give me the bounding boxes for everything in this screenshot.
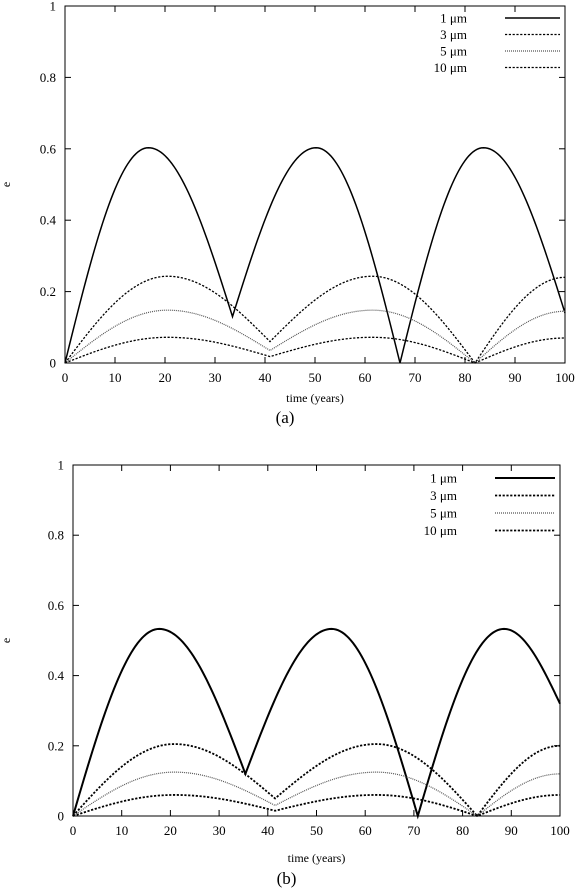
x-axis-label: time (years) <box>286 391 344 405</box>
series-line-1 <box>64 275 566 365</box>
series-line-0 <box>64 146 566 364</box>
x-tick-label: 10 <box>115 823 128 838</box>
legend-label-3: 10 μm <box>434 60 467 75</box>
x-tick-label: 90 <box>505 823 518 838</box>
plot-frame <box>72 464 561 817</box>
x-tick-label: 20 <box>164 823 177 838</box>
legend-label-0: 1 μm <box>430 471 457 486</box>
legend-label-2: 5 μm <box>430 506 457 521</box>
x-tick-label: 90 <box>509 370 522 385</box>
x-tick-label: 40 <box>261 823 274 838</box>
y-tick-label: 0.6 <box>40 141 57 156</box>
legend-label-1: 3 μm <box>440 27 467 42</box>
y-tick-label: 0.4 <box>40 213 57 228</box>
x-tick-label: 100 <box>555 370 575 385</box>
x-axis-label: time (years) <box>288 851 346 865</box>
x-tick-label: 50 <box>309 370 322 385</box>
y-tick-label: 0.8 <box>48 528 64 543</box>
x-tick-label: 40 <box>259 370 272 385</box>
panel-label: (b) <box>277 869 297 888</box>
x-tick-label: 70 <box>407 823 420 838</box>
y-tick-label: 0 <box>58 809 65 824</box>
y-tick-label: 1 <box>58 458 65 473</box>
y-axis-label: e <box>0 638 13 643</box>
x-tick-label: 10 <box>109 370 122 385</box>
plot-frame <box>64 5 566 364</box>
legend-label-0: 1 μm <box>440 11 467 26</box>
y-tick-label: 0.6 <box>48 598 65 613</box>
x-tick-label: 0 <box>62 370 69 385</box>
y-tick-label: 0.4 <box>48 668 65 683</box>
x-tick-label: 100 <box>550 823 570 838</box>
legend-label-2: 5 μm <box>440 44 467 59</box>
series-line-2 <box>72 771 561 817</box>
x-tick-label: 60 <box>359 370 372 385</box>
y-tick-label: 0.2 <box>40 284 56 299</box>
y-tick-label: 0.2 <box>48 738 64 753</box>
panel-label: (a) <box>276 408 295 427</box>
y-tick-label: 1 <box>50 0 57 14</box>
x-tick-label: 20 <box>159 370 172 385</box>
x-tick-label: 30 <box>209 370 222 385</box>
series-line-2 <box>64 309 566 364</box>
x-tick-label: 80 <box>456 823 469 838</box>
series-line-3 <box>64 336 566 364</box>
series-line-1 <box>72 743 561 818</box>
y-tick-label: 0.8 <box>40 70 56 85</box>
y-tick-label: 0 <box>50 356 57 371</box>
chart-panel-a: 0 10 20 30 40 50 60 70 80 90 100 0 0.2 0.4 0.6 0.8 1 time… <box>0 0 575 427</box>
x-tick-label: 80 <box>459 370 472 385</box>
chart-panel-b: 0 10 20 30 40 50 60 70 80 90 100 0 0.2 0.4 0.6 0.8 1 time… <box>0 458 570 889</box>
x-tick-label: 50 <box>310 823 323 838</box>
series-line-0 <box>72 627 561 820</box>
legend-label-1: 3 μm <box>430 488 457 503</box>
x-tick-label: 70 <box>409 370 422 385</box>
y-axis-label: e <box>0 182 13 187</box>
series-line-3 <box>72 794 561 817</box>
x-tick-label: 0 <box>70 823 77 838</box>
legend-label-3: 10 μm <box>424 523 457 538</box>
x-tick-label: 30 <box>213 823 226 838</box>
x-tick-label: 60 <box>359 823 372 838</box>
